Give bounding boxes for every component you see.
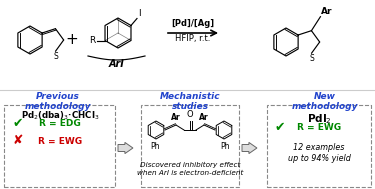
Text: HFIP, r.t.: HFIP, r.t. <box>175 33 211 43</box>
FancyBboxPatch shape <box>267 105 371 187</box>
Text: Pd$_2$(dba)$_3$·CHCl$_3$: Pd$_2$(dba)$_3$·CHCl$_3$ <box>21 109 99 122</box>
Text: I: I <box>138 9 141 18</box>
Text: Ph: Ph <box>220 142 230 151</box>
Text: ✔: ✔ <box>275 121 285 133</box>
Text: R = EDG: R = EDG <box>39 119 81 129</box>
Text: New
methodology: New methodology <box>292 92 358 111</box>
FancyBboxPatch shape <box>4 105 115 187</box>
Text: +: + <box>66 33 78 47</box>
Text: ✔: ✔ <box>13 118 23 130</box>
Text: Discovered inhibitory effect
when ArI is electron-deficient: Discovered inhibitory effect when ArI is… <box>137 162 243 176</box>
Text: R = EWG: R = EWG <box>38 136 82 146</box>
Text: Previous
methodology: Previous methodology <box>25 92 91 111</box>
Text: Ph: Ph <box>150 142 160 151</box>
Text: [Pd]/[Ag]: [Pd]/[Ag] <box>171 19 214 28</box>
Text: PdI$_2$: PdI$_2$ <box>307 112 332 126</box>
FancyBboxPatch shape <box>141 105 239 187</box>
Text: Ar: Ar <box>171 113 181 122</box>
Text: Ar: Ar <box>199 113 209 122</box>
Text: S: S <box>53 52 58 61</box>
Text: ✘: ✘ <box>13 135 23 147</box>
Text: ArI: ArI <box>109 59 124 69</box>
Text: 12 examples
up to 94% yield: 12 examples up to 94% yield <box>288 143 350 163</box>
Text: O: O <box>187 110 194 119</box>
FancyArrow shape <box>118 142 133 154</box>
Text: S: S <box>309 54 314 63</box>
Text: R: R <box>89 36 95 45</box>
Text: Ar: Ar <box>321 7 333 16</box>
Text: Mechanistic
studies: Mechanistic studies <box>160 92 220 111</box>
Text: R = EWG: R = EWG <box>297 122 341 132</box>
FancyArrow shape <box>242 142 257 154</box>
